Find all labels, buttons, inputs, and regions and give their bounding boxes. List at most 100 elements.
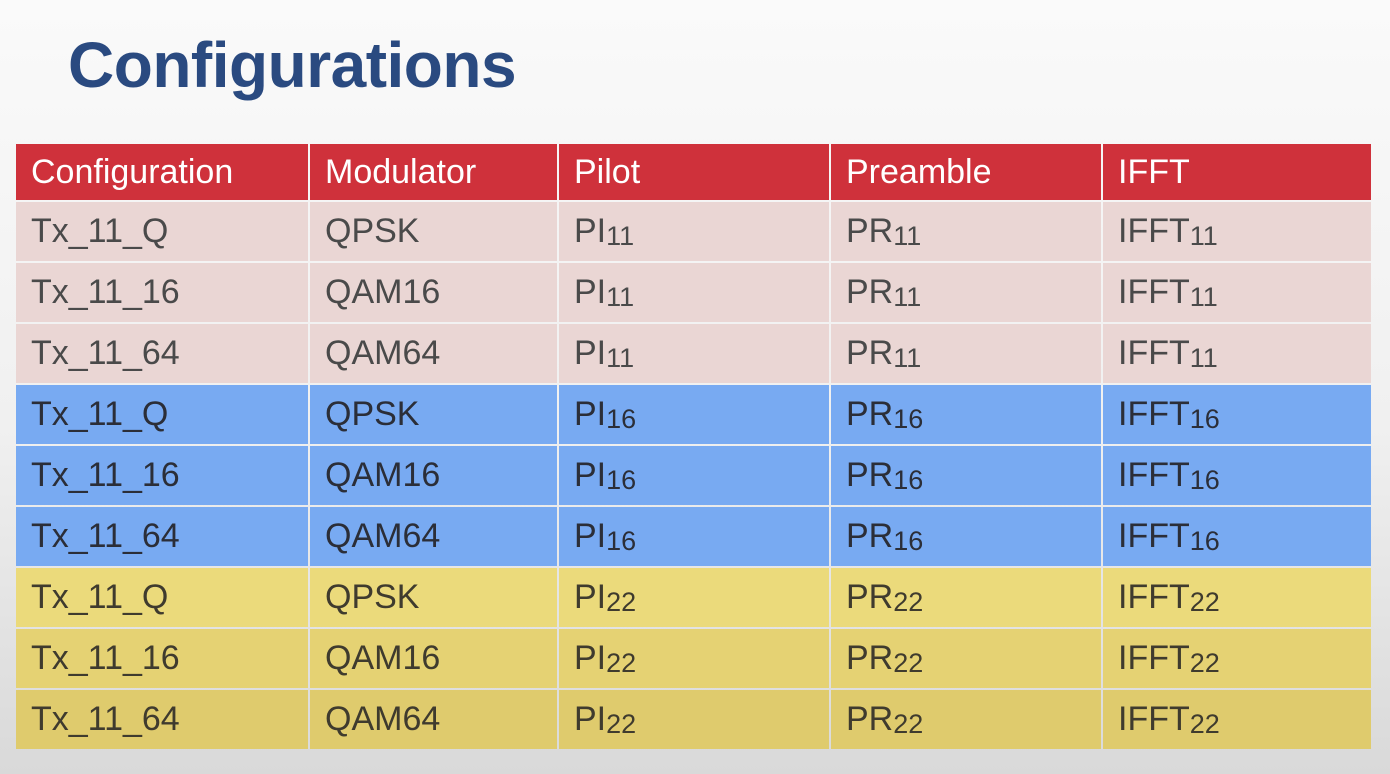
pilot-subscript: 16: [606, 403, 637, 434]
preamble-base: PR: [846, 272, 894, 311]
cell-ifft: IFFT16: [1103, 507, 1371, 566]
ifft-base: IFFT: [1118, 638, 1190, 677]
pilot-base: PI: [574, 394, 607, 433]
table-row: Tx_11_Q QPSK PI11 PR11 IFFT11: [16, 202, 1371, 261]
pilot-base: PI: [574, 577, 607, 616]
preamble-subscript: 11: [893, 342, 922, 373]
ifft-subscript: 16: [1189, 403, 1220, 434]
cell-pilot: PI16: [559, 446, 829, 505]
cell-modulator: QAM16: [310, 446, 557, 505]
pilot-subscript: 22: [606, 586, 637, 617]
cell-preamble: PR11: [831, 202, 1101, 261]
pilot-base: PI: [574, 699, 607, 738]
cell-pilot: PI16: [559, 385, 829, 444]
cell-modulator: QAM16: [310, 263, 557, 322]
preamble-base: PR: [846, 577, 894, 616]
pilot-subscript: 11: [606, 342, 635, 373]
cell-configuration: Tx_11_Q: [16, 202, 308, 261]
pilot-subscript: 22: [606, 647, 637, 678]
ifft-base: IFFT: [1118, 455, 1190, 494]
cell-ifft: IFFT16: [1103, 385, 1371, 444]
table-row: Tx_11_Q QPSK PI22 PR22 IFFT22: [16, 568, 1371, 627]
ifft-base: IFFT: [1118, 333, 1190, 372]
preamble-subscript: 11: [893, 220, 922, 251]
cell-ifft: IFFT22: [1103, 568, 1371, 627]
cell-ifft: IFFT16: [1103, 446, 1371, 505]
pilot-base: PI: [574, 272, 607, 311]
preamble-subscript: 16: [893, 464, 924, 495]
pilot-base: PI: [574, 516, 607, 555]
cell-modulator: QPSK: [310, 568, 557, 627]
cell-preamble: PR16: [831, 385, 1101, 444]
cell-configuration: Tx_11_64: [16, 690, 308, 749]
cell-preamble: PR11: [831, 263, 1101, 322]
preamble-subscript: 22: [893, 647, 924, 678]
ifft-base: IFFT: [1118, 394, 1190, 433]
ifft-subscript: 16: [1189, 525, 1220, 556]
pilot-subscript: 16: [606, 525, 637, 556]
cell-pilot: PI22: [559, 568, 829, 627]
ifft-base: IFFT: [1118, 272, 1190, 311]
ifft-base: IFFT: [1118, 699, 1190, 738]
pilot-subscript: 11: [606, 281, 635, 312]
pilot-base: PI: [574, 211, 607, 250]
ifft-subscript: 11: [1189, 342, 1218, 373]
table-header-row: Configuration Modulator Pilot Preamble I…: [16, 144, 1371, 200]
cell-pilot: PI11: [559, 202, 829, 261]
table-row: Tx_11_Q QPSK PI16 PR16 IFFT16: [16, 385, 1371, 444]
ifft-base: IFFT: [1118, 516, 1190, 555]
pilot-subscript: 16: [606, 464, 637, 495]
configurations-table: Configuration Modulator Pilot Preamble I…: [14, 142, 1373, 751]
preamble-base: PR: [846, 699, 894, 738]
table-row: Tx_11_64 QAM64 PI22 PR22 IFFT22: [16, 690, 1371, 749]
table-row: Tx_11_16 QAM16 PI22 PR22 IFFT22: [16, 629, 1371, 688]
table-row: Tx_11_16 QAM16 PI11 PR11 IFFT11: [16, 263, 1371, 322]
preamble-base: PR: [846, 394, 894, 433]
cell-pilot: PI11: [559, 263, 829, 322]
header-modulator: Modulator: [310, 144, 557, 200]
cell-preamble: PR11: [831, 324, 1101, 383]
preamble-base: PR: [846, 638, 894, 677]
cell-configuration: Tx_11_Q: [16, 568, 308, 627]
cell-ifft: IFFT11: [1103, 324, 1371, 383]
cell-configuration: Tx_11_64: [16, 324, 308, 383]
cell-ifft: IFFT22: [1103, 629, 1371, 688]
cell-modulator: QAM64: [310, 690, 557, 749]
preamble-subscript: 22: [893, 586, 924, 617]
cell-pilot: PI11: [559, 324, 829, 383]
cell-ifft: IFFT22: [1103, 690, 1371, 749]
cell-pilot: PI16: [559, 507, 829, 566]
cell-preamble: PR22: [831, 690, 1101, 749]
preamble-base: PR: [846, 516, 894, 555]
ifft-base: IFFT: [1118, 577, 1190, 616]
header-pilot: Pilot: [559, 144, 829, 200]
pilot-base: PI: [574, 455, 607, 494]
slide-title: Configurations: [68, 29, 517, 101]
header-preamble: Preamble: [831, 144, 1101, 200]
preamble-subscript: 16: [893, 403, 924, 434]
ifft-subscript: 11: [1189, 220, 1218, 251]
table-row: Tx_11_64 QAM64 PI11 PR11 IFFT11: [16, 324, 1371, 383]
cell-configuration: Tx_11_16: [16, 629, 308, 688]
pilot-subscript: 11: [606, 220, 635, 251]
table-row: Tx_11_64 QAM64 PI16 PR16 IFFT16: [16, 507, 1371, 566]
preamble-subscript: 11: [893, 281, 922, 312]
cell-preamble: PR22: [831, 629, 1101, 688]
preamble-base: PR: [846, 333, 894, 372]
ifft-subscript: 22: [1189, 586, 1220, 617]
cell-modulator: QAM64: [310, 507, 557, 566]
preamble-base: PR: [846, 455, 894, 494]
pilot-base: PI: [574, 333, 607, 372]
cell-modulator: QAM16: [310, 629, 557, 688]
cell-modulator: QAM64: [310, 324, 557, 383]
cell-configuration: Tx_11_16: [16, 446, 308, 505]
pilot-base: PI: [574, 638, 607, 677]
cell-preamble: PR22: [831, 568, 1101, 627]
header-ifft: IFFT: [1103, 144, 1371, 200]
pilot-subscript: 22: [606, 708, 637, 739]
preamble-subscript: 22: [893, 708, 924, 739]
cell-pilot: PI22: [559, 690, 829, 749]
cell-pilot: PI22: [559, 629, 829, 688]
cell-configuration: Tx_11_Q: [16, 385, 308, 444]
cell-modulator: QPSK: [310, 385, 557, 444]
